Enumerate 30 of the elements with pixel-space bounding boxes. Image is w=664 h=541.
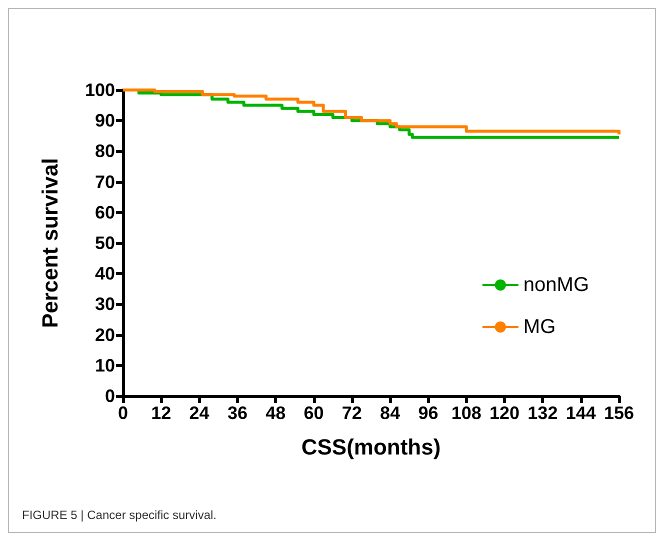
legend-label: MG: [523, 316, 556, 338]
x-tick-label: 12: [151, 403, 172, 423]
y-axis-title: Percent survival: [38, 158, 62, 328]
y-tick-label: 50: [94, 233, 115, 253]
x-axis-title: CSS(months): [301, 434, 441, 460]
y-tick-label: 40: [94, 264, 115, 284]
y-tick-label: 30: [94, 294, 115, 314]
x-tick-label: 108: [451, 403, 482, 423]
y-tick-label: 70: [94, 172, 115, 192]
y-tick-label: 0: [104, 386, 115, 406]
x-tick-label: 0: [118, 403, 128, 423]
x-tick-label: 36: [227, 403, 248, 423]
y-tick-label: 10: [94, 355, 115, 376]
y-tick-label: 80: [94, 141, 115, 162]
y-tick-label: 20: [94, 324, 115, 345]
x-tick-label: 96: [418, 403, 438, 423]
x-tick-label: 60: [304, 403, 324, 423]
x-tick-label: 132: [528, 403, 558, 423]
y-tick-label: 90: [94, 110, 115, 131]
legend-label: nonMG: [523, 274, 590, 296]
y-tick-label: 100: [84, 80, 115, 100]
x-tick-label: 72: [342, 403, 362, 423]
x-tick-label: 24: [189, 403, 210, 423]
x-tick-label: 120: [490, 403, 520, 423]
x-tick-label: 48: [266, 403, 286, 423]
caption: FIGURE 5 | Cancer specific survival.: [22, 508, 217, 522]
x-tick-label: 144: [566, 403, 596, 423]
y-tick-label: 60: [94, 202, 115, 222]
x-tick-label: 84: [380, 403, 400, 423]
x-tick-label: 156: [604, 403, 634, 423]
